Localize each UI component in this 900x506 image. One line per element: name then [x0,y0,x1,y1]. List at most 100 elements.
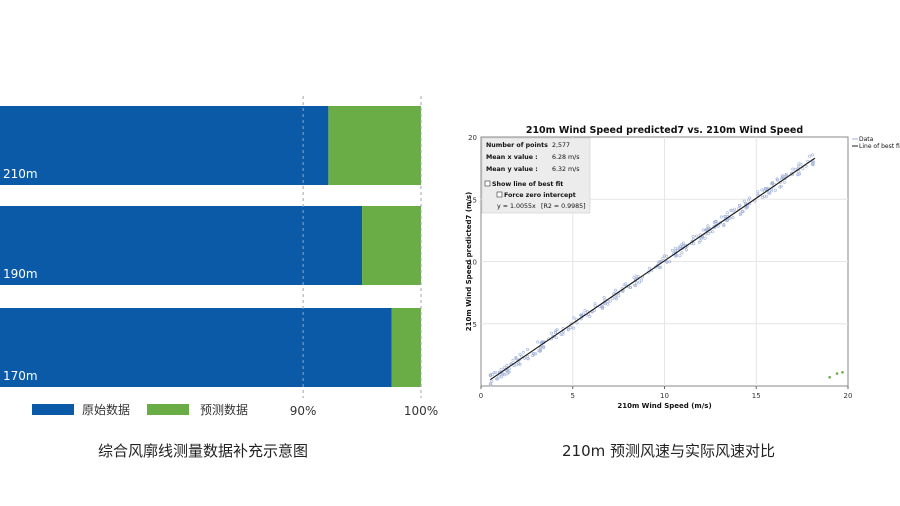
x-tick-label: 10 [660,392,669,400]
scatter-point [723,214,727,218]
scatter-point [511,358,515,362]
scatter-point [525,347,529,351]
fit-equation: y = 1.0055x [497,203,536,210]
best-fit-line [489,157,816,381]
stat-value: 6.32 m/s [552,166,580,173]
outlier-point [828,375,831,379]
scatter-point [811,163,815,167]
scatter-point [561,332,565,336]
scatter-point [488,374,492,378]
scatter-point [740,209,744,213]
scatter-point [494,370,498,374]
scatter-point [739,211,743,215]
legend-label-predicted: 预测数据 [200,402,248,417]
scatter-point [728,216,732,220]
y-tick-label: 15 [468,196,477,204]
scatter-point [769,189,773,193]
scatter-point [665,260,669,264]
force-zero-checkbox [496,191,503,198]
scatter-point [773,188,777,192]
stat-label: Number of points [486,142,548,149]
scatter-point [733,207,737,211]
reference-label: 90% [290,404,317,418]
stat-label: Mean y value : [486,166,538,173]
x-axis-label: 210m Wind Speed (m/s) [617,402,711,410]
scatter-point [588,314,592,318]
scatter-point [719,215,723,219]
scatter-point [488,382,492,386]
scatter-point [617,294,621,298]
scatter-point [632,275,636,279]
scatter-point [614,297,618,301]
scatter-point [801,167,805,171]
y-axis-label: 210m Wind Speed predicted7 (m/s) [465,192,473,332]
stat-value: 6.28 m/s [552,154,580,161]
scatter-point [756,193,760,197]
scatter-point [778,185,782,189]
x-tick-label: 5 [571,392,575,400]
scatter-point [674,249,678,253]
scatter-point [725,211,729,215]
legend-swatch-predicted [147,404,189,415]
scatter-point [634,274,638,278]
scatter-point [784,174,788,178]
scatter-point [507,370,511,374]
scatter-point [729,208,733,212]
scatter-point [538,349,542,353]
scatter-point [622,283,626,287]
stats-panel [481,137,591,214]
scatter-point [763,194,767,198]
caption-right: 210m 预测风速与实际风速对比 [562,442,776,460]
wind-speed-scatter-chart: 0 5 10 15 20 5 10 15 20 210m Wind Speed predicted… [465,125,900,410]
scatter-point [542,345,546,349]
scatter-point [763,187,767,191]
scatter-point [681,244,685,248]
scatter-point [507,367,511,371]
scatter-point [526,357,530,361]
scatter-point [706,224,710,228]
scatter-point [694,234,698,238]
scatter-point [713,220,717,224]
x-tick-label: 20 [844,392,853,400]
scatter-point [670,248,674,252]
scatter-point [601,305,605,309]
scatter-point [572,326,576,330]
y-tick-label: 5 [473,321,477,329]
legend-fit-label: Line of best fit [859,143,900,150]
scatter-point [657,265,661,269]
scatter-point [532,352,536,356]
scatter-point [765,187,769,191]
y-tick-label: 20 [468,134,477,142]
show-best-fit-checkbox [484,180,491,187]
bar-predicted-2 [391,308,421,387]
scatter-point [722,223,726,227]
x-tick-label: 15 [752,392,761,400]
fit-r2: [R2 = 0.9985] [541,203,586,210]
scatter-point [499,373,503,377]
scatter-point [569,326,573,330]
bar-original-0 [0,106,329,185]
scatter-point [760,188,764,192]
bar-category-label: 210m [3,167,38,181]
scatter-point [554,336,558,340]
scatter-point [747,198,751,202]
scatter-point [761,195,765,199]
scatter-point [567,327,571,331]
stat-value: 2,577 [552,142,570,149]
scatter-point [549,331,553,335]
scatter-point [572,316,576,320]
scatter-point [633,283,637,287]
scatter-point [495,377,499,381]
scatter-point [634,283,638,287]
scatter-point [765,194,769,198]
scatter-point [770,182,774,186]
scatter-point [514,363,518,367]
scatter-point [703,236,707,240]
scatter-point [522,356,526,360]
scatter-point [536,340,540,344]
bar-category-label: 170m [3,369,38,383]
scatter-title: 210m Wind Speed predicted7 vs. 210m Wind… [526,125,803,136]
scatter-point [705,227,709,231]
scatter-point [559,332,563,336]
scatter-point [780,174,784,178]
